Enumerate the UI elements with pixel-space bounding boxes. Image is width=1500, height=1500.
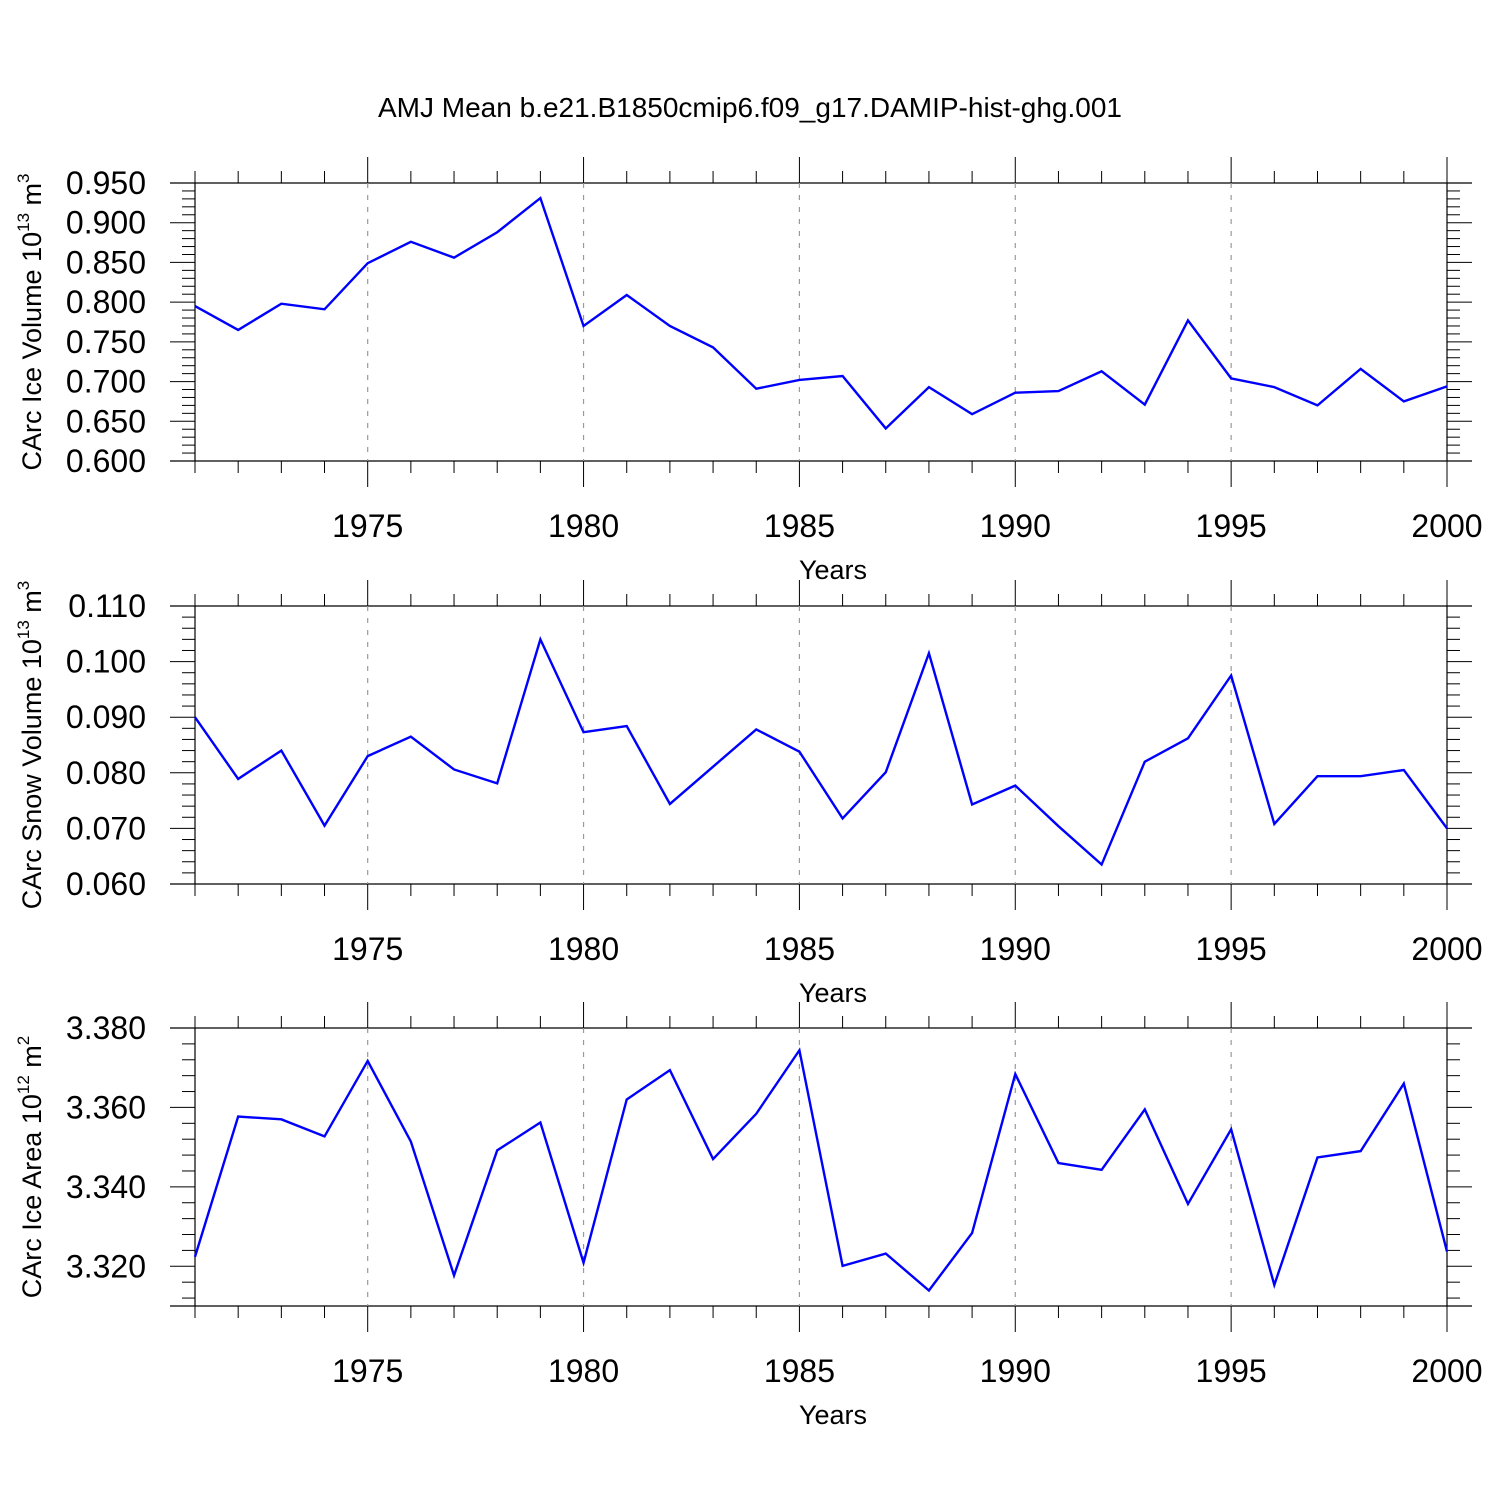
x-axis-label: Years [799,555,867,585]
x-tick-label: 1995 [1196,508,1267,544]
series-line [193,1047,1449,1293]
y-axis-label: CArc Ice Volume 1013 m3 [14,173,47,470]
series-line [194,196,1448,431]
y-tick-label: 0.090 [66,699,146,735]
x-tick-label: 1975 [332,931,403,967]
y-tick-label: 0.110 [68,588,146,624]
x-tick-label: 1985 [764,1353,835,1389]
y-tick-label: 0.600 [66,443,146,479]
series-line [194,635,1448,867]
y-tick-label: 0.700 [66,364,146,400]
y-tick-label: 0.750 [66,324,146,360]
y-tick-label: 0.900 [66,205,146,241]
x-axis-label: Years [799,1400,867,1430]
y-tick-label: 0.070 [66,810,146,846]
chart-panel-3: 1975 1980 1985 1990 1995 2000 Years 3.320 3.340 3… [14,1002,1483,1430]
y-tick-label: 3.360 [66,1089,146,1125]
y-tick-label: 0.080 [66,755,146,791]
y-tick-label: 0.650 [66,403,146,439]
x-tick-label: 1985 [764,931,835,967]
x-tick-label: 1990 [980,931,1051,967]
x-tick-label: 1980 [548,1353,619,1389]
y-axis-label: CArc Snow Volume 1013 m3 [14,581,47,910]
chart-panel-2: 1975 1980 1985 1990 1995 2000 Years 0.060 0.070 0… [14,580,1483,1008]
chart-title: AMJ Mean b.e21.B1850cmip6.f09_g17.DAMIP-… [378,92,1122,123]
y-tick-label: 0.800 [66,284,146,320]
y-tick-label: 3.380 [66,1010,146,1046]
y-tick-label: 0.950 [66,165,146,201]
x-tick-label: 1980 [548,931,619,967]
x-tick-label: 2000 [1411,508,1482,544]
y-tick-label: 3.340 [66,1169,146,1205]
x-tick-label: 1975 [332,508,403,544]
chart-panel-1: 1975 1980 1985 1990 1995 2000Years0.6000.6500… [14,157,1483,585]
y-tick-label: 0.100 [66,644,146,680]
x-tick-label: 1995 [1196,1353,1267,1389]
x-tick-label: 1995 [1196,931,1267,967]
x-tick-label: 1990 [980,508,1051,544]
x-tick-label: 2000 [1411,1353,1482,1389]
x-axis-label: Years [799,978,867,1008]
y-tick-label: 0.850 [66,244,146,280]
y-tick-label: 3.320 [66,1248,146,1284]
x-tick-label: 1980 [548,508,619,544]
y-axis-label: CArc Ice Area 1012 m2 [14,1036,47,1299]
x-tick-label: 1990 [980,1353,1051,1389]
x-tick-label: 1985 [764,508,835,544]
x-tick-label: 1975 [332,1353,403,1389]
y-tick-label: 0.060 [66,866,146,902]
x-tick-label: 2000 [1411,931,1482,967]
